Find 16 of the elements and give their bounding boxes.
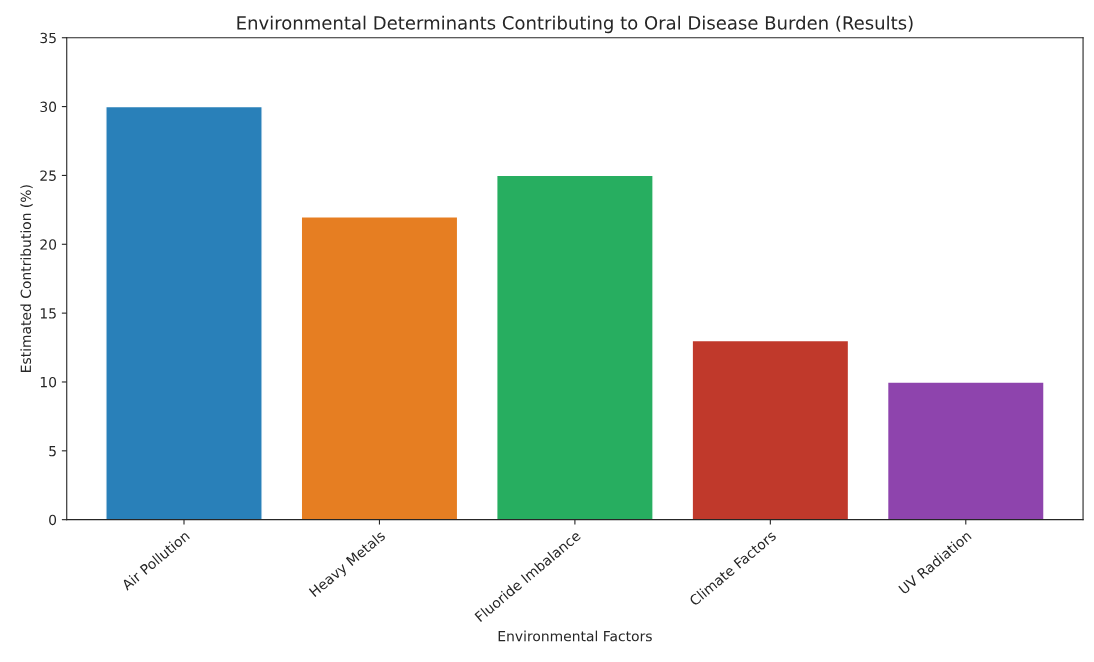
y-tick-label: 30 [40, 101, 57, 113]
y-tick-label: 10 [40, 376, 57, 388]
y-tick-label: 15 [40, 308, 56, 319]
y-tick-label: 0 [49, 514, 57, 526]
bar [105, 105, 263, 520]
y-tick-label: 20 [40, 239, 57, 250]
bar [886, 381, 1045, 520]
bar [691, 339, 850, 520]
bar [496, 174, 654, 520]
chart-title: Environmental Determinants Contributing to Oral Disease Burden (Results) [237, 15, 913, 34]
y-tick-label: 25 [40, 170, 56, 181]
y-tick-label: 35 [40, 32, 56, 44]
y-axis-title: Estimated Contribution (%) [20, 185, 33, 372]
bar [300, 216, 459, 520]
x-axis-title: Environmental Factors [498, 630, 652, 642]
y-tick-label: 5 [49, 445, 56, 457]
